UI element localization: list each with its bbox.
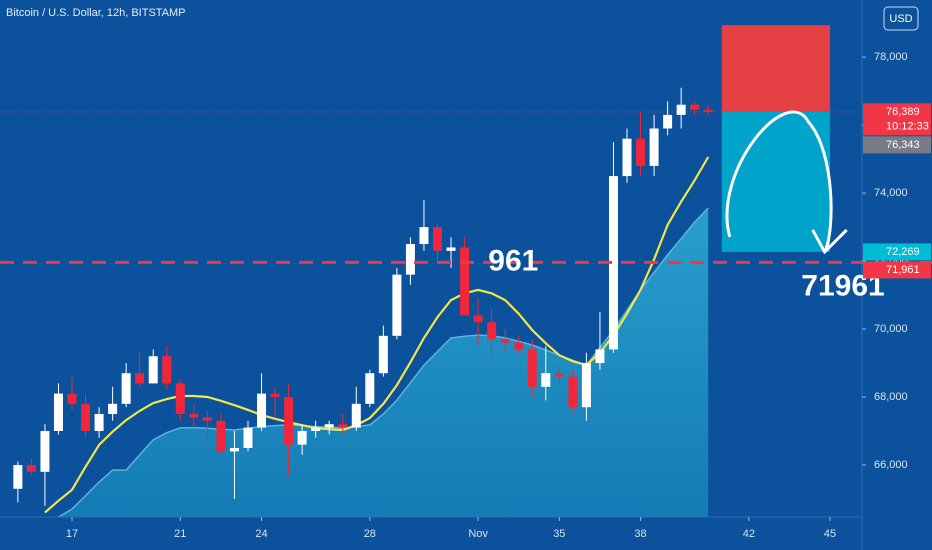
price-label-box: [863, 261, 931, 279]
candle-body: [338, 424, 348, 428]
candle-body: [13, 464, 23, 489]
candle-body: [189, 414, 199, 418]
candle-body: [568, 376, 578, 408]
candle-body: [40, 431, 50, 472]
candle-body: [432, 227, 442, 251]
candle-body: [81, 403, 91, 432]
candle-body: [703, 109, 713, 112]
x-tick-label: 38: [634, 528, 646, 540]
candle-body: [527, 349, 537, 387]
price-label: 71,961: [886, 264, 920, 276]
y-tick-label: 78,000: [874, 51, 908, 63]
candle-body: [419, 227, 429, 245]
plot-area: [0, 25, 932, 518]
candle-body: [595, 349, 605, 364]
price-label: 72,269: [886, 246, 920, 258]
price-label: 76,343: [886, 139, 920, 151]
candle-body: [175, 383, 185, 415]
candle-body: [636, 138, 646, 166]
price-label-box: [863, 136, 931, 154]
candle-body: [500, 339, 510, 343]
candle-body: [446, 247, 456, 251]
target-zone: [721, 111, 831, 252]
chart-title: Bitcoin / U.S. Dollar, 12h, BITSTAMP: [6, 7, 186, 19]
stop-zone: [721, 25, 831, 112]
candle-body: [663, 114, 673, 129]
candle-body: [257, 393, 267, 428]
candle-body: [514, 342, 524, 350]
candle-body: [94, 414, 104, 432]
x-tick-label: 28: [364, 528, 376, 540]
currency-label[interactable]: USD: [889, 13, 912, 25]
candle-body: [202, 417, 212, 421]
candle-body: [690, 104, 700, 110]
candle-body: [135, 373, 145, 384]
y-tick-label: 70,000: [874, 323, 908, 335]
candle-body: [676, 104, 686, 115]
candle-body: [324, 424, 334, 428]
candle-body: [121, 373, 131, 404]
candle-body: [108, 403, 118, 415]
candle-body: [554, 373, 564, 377]
x-tick-label: 17: [66, 528, 78, 540]
x-tick-label: 35: [553, 528, 565, 540]
y-tick-label: 74,000: [874, 187, 908, 199]
candle-body: [67, 393, 77, 404]
price-label: 76,389: [886, 106, 920, 118]
candle-body: [649, 128, 659, 166]
candle-body: [365, 373, 375, 404]
y-tick-label: 66,000: [874, 459, 908, 471]
candle-body: [392, 274, 402, 336]
candle-body: [162, 356, 172, 384]
candle-body: [53, 393, 63, 432]
annotation: 961: [488, 244, 538, 277]
currency-button[interactable]: [883, 6, 919, 31]
candle-body: [216, 420, 226, 452]
candle-body: [270, 393, 280, 398]
candle-body: [405, 244, 415, 275]
x-tick-label: Nov: [468, 528, 488, 540]
candle-body: [243, 427, 253, 448]
candle-body: [229, 447, 239, 452]
candle-body: [297, 431, 307, 445]
candle-body: [473, 315, 483, 323]
candle-body: [581, 363, 591, 408]
x-tick-label: 45: [824, 528, 836, 540]
x-tick-label: 42: [743, 528, 755, 540]
candle-body: [351, 403, 361, 428]
x-tick-label: 21: [174, 528, 186, 540]
y-tick-label: 68,000: [874, 391, 908, 403]
candle-body: [311, 427, 321, 432]
price-label-box: [863, 103, 931, 136]
candle-body: [284, 397, 294, 445]
candle-body: [460, 247, 470, 316]
candle-body: [541, 373, 551, 387]
countdown-label: 10:12:33: [886, 120, 929, 132]
arrow-drawing: [725, 110, 833, 253]
candle-body: [487, 322, 497, 340]
candle-body: [148, 356, 158, 384]
arrow-head: [811, 228, 848, 255]
candle-body: [26, 464, 36, 472]
candle-body: [608, 176, 618, 350]
candle-body: [622, 138, 632, 177]
x-tick-label: 24: [255, 528, 267, 540]
price-label-box: [863, 243, 931, 261]
candle-body: [378, 335, 388, 374]
